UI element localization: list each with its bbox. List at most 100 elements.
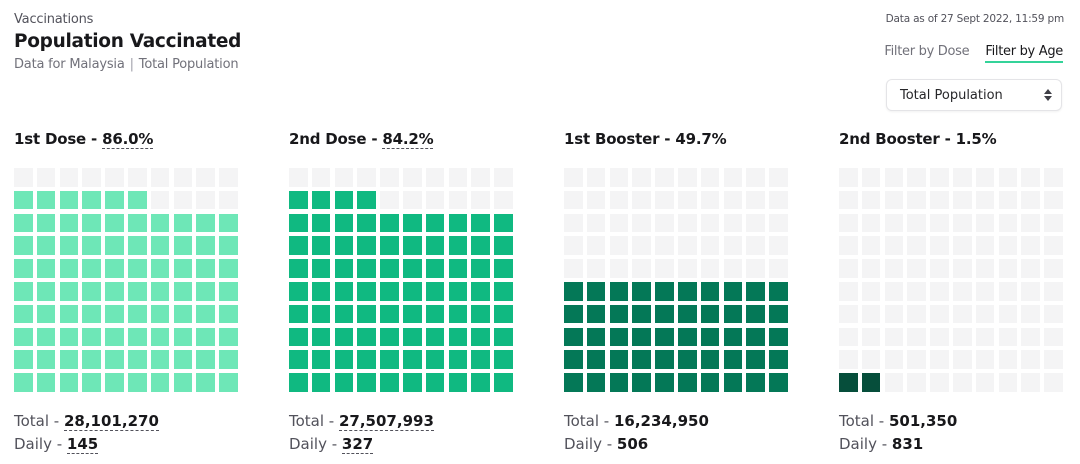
- waffle-cell-empty: [975, 190, 995, 210]
- waffle-cell-empty: [609, 168, 629, 187]
- percent-value[interactable]: 86.0%: [102, 130, 154, 149]
- waffle-cell-filled: [105, 327, 124, 347]
- waffle-cell-filled: [700, 304, 720, 324]
- waffle-cell-empty: [975, 213, 995, 233]
- waffle-cell-empty: [425, 190, 445, 210]
- waffle-cell-filled: [494, 282, 513, 301]
- waffle-cell-filled: [380, 282, 399, 301]
- waffle-cell-filled: [609, 282, 629, 301]
- waffle-cell-filled: [586, 350, 606, 369]
- population-select-value: Total Population: [900, 87, 1003, 103]
- waffle-cell-filled: [105, 304, 124, 324]
- waffle-grid: [14, 168, 242, 394]
- waffle-cell-empty: [975, 168, 995, 187]
- total-value[interactable]: 28,101,270: [63, 412, 159, 431]
- waffle-cell-empty: [998, 168, 1018, 187]
- tab-filter-by-age[interactable]: Filter by Age: [985, 44, 1063, 63]
- waffle-cell-empty: [471, 190, 490, 210]
- waffle-cell-filled: [173, 259, 193, 278]
- subtitle-population: Total Population: [138, 57, 239, 72]
- waffle-cell-empty: [1044, 259, 1063, 278]
- waffle-cell-filled: [632, 350, 651, 369]
- waffle-cell-filled: [655, 350, 674, 369]
- waffle-cell-filled: [334, 213, 354, 233]
- waffle-cell-filled: [700, 350, 720, 369]
- waffle-cell-filled: [36, 259, 56, 278]
- waffle-cell-filled: [586, 282, 606, 301]
- waffle-cell-empty: [769, 168, 788, 187]
- waffle-cell-filled: [128, 327, 147, 347]
- waffle-cell-empty: [1021, 213, 1040, 233]
- page-subtitle: Data for Malaysia | Total Population: [14, 57, 241, 72]
- waffle-cell-filled: [59, 350, 79, 369]
- waffle-cell-empty: [150, 168, 170, 187]
- waffle-cell-filled: [150, 327, 170, 347]
- waffle-cell-empty: [998, 304, 1018, 324]
- waffle-cell-empty: [953, 304, 972, 324]
- waffle-cell-empty: [59, 168, 79, 187]
- waffle-cell-empty: [884, 236, 904, 255]
- waffle-cell-filled: [36, 236, 56, 255]
- daily-value[interactable]: 145: [66, 435, 99, 454]
- waffle-cell-filled: [700, 327, 720, 347]
- waffle-cell-empty: [173, 168, 193, 187]
- waffle-cell-filled: [357, 282, 376, 301]
- waffle-cell-filled: [403, 213, 422, 233]
- panel-stats: Total - 501,350 Daily - 831: [839, 410, 957, 456]
- tab-filter-by-dose[interactable]: Filter by Dose: [884, 44, 970, 59]
- waffle-cell-empty: [609, 190, 629, 210]
- waffle-cell-filled: [82, 236, 101, 255]
- waffle-cell-filled: [448, 213, 468, 233]
- waffle-cell-filled: [425, 259, 445, 278]
- waffle-cell-empty: [289, 168, 308, 187]
- waffle-cell-empty: [564, 190, 583, 210]
- waffle-cell-filled: [655, 327, 674, 347]
- waffle-cell-filled: [655, 282, 674, 301]
- waffle-cell-empty: [723, 190, 743, 210]
- waffle-cell-filled: [839, 373, 858, 392]
- waffle-cell-empty: [82, 168, 101, 187]
- waffle-cell-filled: [59, 282, 79, 301]
- waffle-cell-filled: [105, 350, 124, 369]
- waffle-cell-filled: [196, 350, 215, 369]
- waffle-cell-empty: [1021, 350, 1040, 369]
- waffle-cell-empty: [632, 190, 651, 210]
- waffle-cell-filled: [357, 213, 376, 233]
- section-eyebrow: Vaccinations: [14, 12, 94, 27]
- waffle-cell-empty: [196, 190, 215, 210]
- waffle-cell-empty: [678, 168, 697, 187]
- waffle-cell-empty: [907, 282, 926, 301]
- waffle-cell-filled: [403, 373, 422, 392]
- waffle-cell-filled: [380, 304, 399, 324]
- waffle-cell-empty: [839, 236, 858, 255]
- total-value: 16,234,950: [613, 412, 709, 430]
- page-title: Population Vaccinated: [14, 31, 242, 52]
- waffle-cell-empty: [861, 168, 881, 187]
- waffle-cell-filled: [357, 259, 376, 278]
- panel-2nd-booster: 2nd Booster - 1.5% Total - 501,350 Daily…: [839, 130, 1079, 453]
- population-select[interactable]: Total Population: [886, 79, 1062, 111]
- total-row: Total - 28,101,270: [14, 412, 159, 431]
- waffle-cell-filled: [59, 236, 79, 255]
- waffle-cell-empty: [196, 168, 215, 187]
- waffle-cell-empty: [1021, 259, 1040, 278]
- waffle-cell-empty: [746, 259, 765, 278]
- waffle-cell-empty: [769, 236, 788, 255]
- daily-value[interactable]: 327: [341, 435, 374, 454]
- waffle-cell-empty: [1044, 190, 1063, 210]
- waffle-cell-filled: [586, 304, 606, 324]
- waffle-cell-empty: [1044, 304, 1063, 324]
- waffle-cell-empty: [403, 168, 422, 187]
- waffle-cell-empty: [1021, 236, 1040, 255]
- waffle-cell-filled: [173, 236, 193, 255]
- waffle-cell-filled: [632, 327, 651, 347]
- waffle-cell-empty: [998, 282, 1018, 301]
- waffle-cell-empty: [655, 236, 674, 255]
- waffle-cell-filled: [494, 304, 513, 324]
- waffle-cell-filled: [311, 327, 331, 347]
- waffle-cell-empty: [839, 190, 858, 210]
- waffle-cell-filled: [494, 373, 513, 392]
- total-value[interactable]: 27,507,993: [338, 412, 434, 431]
- percent-value[interactable]: 84.2%: [382, 130, 434, 149]
- waffle-cell-filled: [36, 213, 56, 233]
